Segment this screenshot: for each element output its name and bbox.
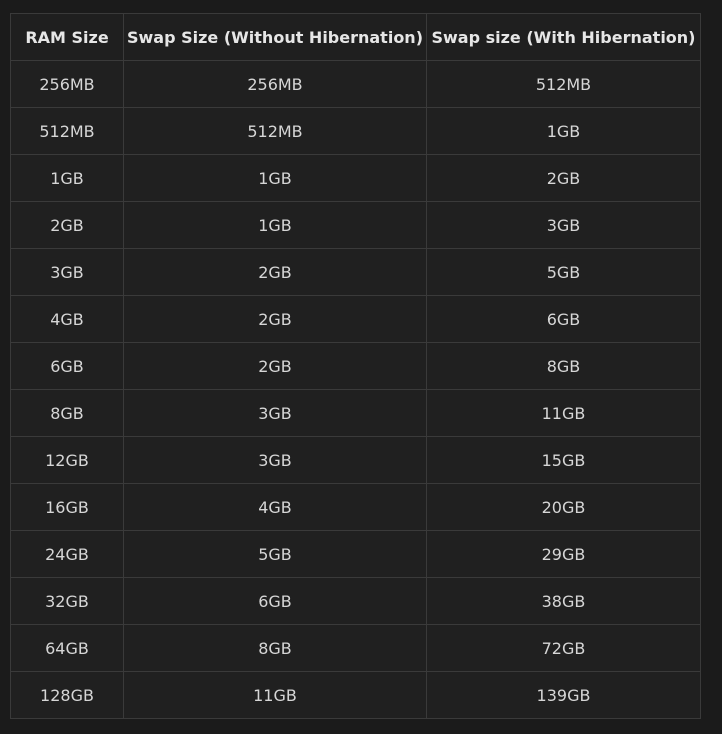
cell-swap-with-hibernation: 72GB (426, 624, 701, 672)
cell-ram-size: 32GB (10, 577, 124, 625)
cell-swap-without-hibernation: 2GB (123, 248, 427, 296)
table-row: 16GB 4GB 20GB (10, 483, 701, 531)
cell-swap-with-hibernation: 3GB (426, 201, 701, 249)
cell-swap-with-hibernation: 512MB (426, 60, 701, 108)
cell-swap-with-hibernation: 20GB (426, 483, 701, 531)
cell-ram-size: 3GB (10, 248, 124, 296)
cell-ram-size: 6GB (10, 342, 124, 390)
cell-swap-without-hibernation: 1GB (123, 201, 427, 249)
cell-swap-without-hibernation: 6GB (123, 577, 427, 625)
cell-swap-without-hibernation: 2GB (123, 342, 427, 390)
cell-swap-without-hibernation: 3GB (123, 389, 427, 437)
table-body: 256MB 256MB 512MB 512MB 512MB 1GB 1GB 1G… (10, 60, 701, 719)
cell-ram-size: 24GB (10, 530, 124, 578)
cell-swap-with-hibernation: 29GB (426, 530, 701, 578)
cell-ram-size: 512MB (10, 107, 124, 155)
table-row: 128GB 11GB 139GB (10, 671, 701, 719)
swap-size-table-container: RAM Size Swap Size (Without Hibernation)… (10, 13, 701, 719)
header-swap-with-hibernation: Swap size (With Hibernation) (426, 13, 701, 61)
cell-ram-size: 128GB (10, 671, 124, 719)
cell-swap-without-hibernation: 5GB (123, 530, 427, 578)
table-row: 32GB 6GB 38GB (10, 577, 701, 625)
cell-swap-without-hibernation: 11GB (123, 671, 427, 719)
table-row: 4GB 2GB 6GB (10, 295, 701, 343)
cell-swap-with-hibernation: 2GB (426, 154, 701, 202)
table-row: 3GB 2GB 5GB (10, 248, 701, 296)
cell-swap-with-hibernation: 11GB (426, 389, 701, 437)
header-row: RAM Size Swap Size (Without Hibernation)… (10, 13, 701, 61)
cell-ram-size: 4GB (10, 295, 124, 343)
cell-swap-with-hibernation: 5GB (426, 248, 701, 296)
cell-ram-size: 12GB (10, 436, 124, 484)
cell-swap-with-hibernation: 38GB (426, 577, 701, 625)
table-row: 6GB 2GB 8GB (10, 342, 701, 390)
cell-swap-without-hibernation: 3GB (123, 436, 427, 484)
cell-swap-with-hibernation: 139GB (426, 671, 701, 719)
cell-swap-with-hibernation: 8GB (426, 342, 701, 390)
cell-swap-without-hibernation: 256MB (123, 60, 427, 108)
swap-size-table: RAM Size Swap Size (Without Hibernation)… (10, 13, 701, 719)
cell-ram-size: 8GB (10, 389, 124, 437)
cell-ram-size: 256MB (10, 60, 124, 108)
table-row: 64GB 8GB 72GB (10, 624, 701, 672)
cell-ram-size: 16GB (10, 483, 124, 531)
header-swap-without-hibernation: Swap Size (Without Hibernation) (123, 13, 427, 61)
cell-swap-without-hibernation: 4GB (123, 483, 427, 531)
cell-swap-with-hibernation: 6GB (426, 295, 701, 343)
cell-ram-size: 2GB (10, 201, 124, 249)
cell-swap-without-hibernation: 1GB (123, 154, 427, 202)
cell-swap-with-hibernation: 15GB (426, 436, 701, 484)
table-row: 8GB 3GB 11GB (10, 389, 701, 437)
table-row: 12GB 3GB 15GB (10, 436, 701, 484)
table-row: 256MB 256MB 512MB (10, 60, 701, 108)
cell-swap-with-hibernation: 1GB (426, 107, 701, 155)
header-ram-size: RAM Size (10, 13, 124, 61)
table-row: 24GB 5GB 29GB (10, 530, 701, 578)
cell-swap-without-hibernation: 512MB (123, 107, 427, 155)
cell-swap-without-hibernation: 2GB (123, 295, 427, 343)
table-row: 1GB 1GB 2GB (10, 154, 701, 202)
table-row: 2GB 1GB 3GB (10, 201, 701, 249)
cell-ram-size: 1GB (10, 154, 124, 202)
cell-swap-without-hibernation: 8GB (123, 624, 427, 672)
cell-ram-size: 64GB (10, 624, 124, 672)
table-row: 512MB 512MB 1GB (10, 107, 701, 155)
table-header: RAM Size Swap Size (Without Hibernation)… (10, 13, 701, 61)
